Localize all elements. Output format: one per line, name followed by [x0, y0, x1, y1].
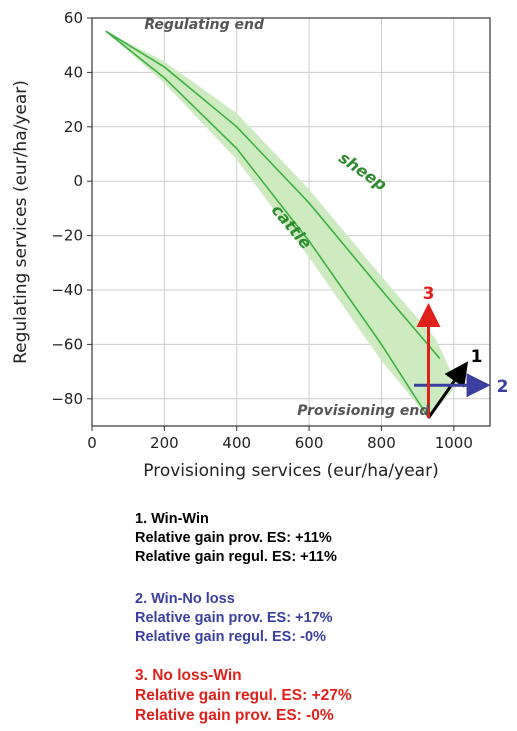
legend-line: Relative gain prov. ES: +17% — [135, 610, 333, 626]
annotation-regulating-end: Regulating end — [144, 17, 265, 33]
y-tick-label: −40 — [51, 281, 83, 299]
arrow-label-1: 1 — [471, 347, 483, 367]
x-axis-label: Provisioning services (eur/ha/year) — [143, 461, 438, 481]
y-tick-label: −20 — [51, 227, 83, 245]
plot-frame — [91, 17, 491, 427]
data-point-sheep — [438, 357, 441, 359]
x-tick-label: 400 — [222, 434, 251, 452]
legend-no-loss-win: 3. No loss-Win Relative gain regul. ES: … — [135, 666, 352, 726]
x-tick-label: 600 — [295, 434, 324, 452]
data-point-cattle — [163, 76, 166, 79]
data-point-cattle — [308, 240, 310, 242]
arrow-label-3: 3 — [423, 284, 435, 304]
y-tick-label: −80 — [51, 390, 83, 408]
legend-line: Relative gain prov. ES: -0% — [135, 707, 334, 724]
y-tick-label: 20 — [64, 118, 83, 136]
chart: 12 3 0 200 400 600 800 1000 −80 −60 −40 −20 0 20 40 60… — [11, 9, 509, 481]
legend-title: 1. Win-Win — [135, 511, 209, 527]
legend-win-win: 1. Win-Win Relative gain prov. ES: +11% … — [135, 510, 337, 567]
y-tick-label: 40 — [64, 63, 83, 81]
x-tick-label: 1000 — [435, 434, 473, 452]
data-point-sheep — [163, 66, 166, 68]
legend-line: Relative gain regul. ES: -0% — [135, 629, 326, 645]
legend-title: 3. No loss-Win — [135, 667, 242, 684]
series-band — [106, 31, 458, 418]
legend-title: 2. Win-No loss — [135, 591, 235, 607]
arrow-label-2: 2 — [497, 377, 509, 397]
data-point-sheep — [235, 125, 238, 128]
legend-line: Relative gain regul. ES: +27% — [135, 687, 352, 704]
data-point-sheep — [308, 202, 310, 204]
x-tick-label: 200 — [150, 434, 179, 452]
data-point-cattle — [105, 30, 108, 33]
legend-win-no-loss: 2. Win-No loss Relative gain prov. ES: +… — [135, 590, 333, 647]
legend-line: Relative gain regul. ES: +11% — [135, 549, 337, 565]
arrow-1 — [427, 361, 469, 419]
annotation-sheep: sheep — [335, 148, 390, 195]
data-point-cattle — [380, 343, 383, 346]
series-line-sheep — [106, 30, 440, 359]
y-tick-label: 0 — [73, 172, 83, 190]
data-point-cattle — [235, 147, 238, 150]
y-tick-label: 60 — [64, 9, 83, 27]
x-tick-label: 800 — [367, 434, 396, 452]
series-line-cattle — [105, 30, 430, 419]
annotation-provisioning-end: Provisioning end — [297, 403, 430, 419]
y-tick-label: −60 — [51, 335, 83, 353]
y-axis-label: Regulating services (eur/ha/year) — [11, 80, 31, 364]
data-point-sheep — [380, 289, 383, 291]
legend-line: Relative gain prov. ES: +11% — [135, 530, 332, 546]
x-tick-label: 0 — [87, 434, 97, 452]
